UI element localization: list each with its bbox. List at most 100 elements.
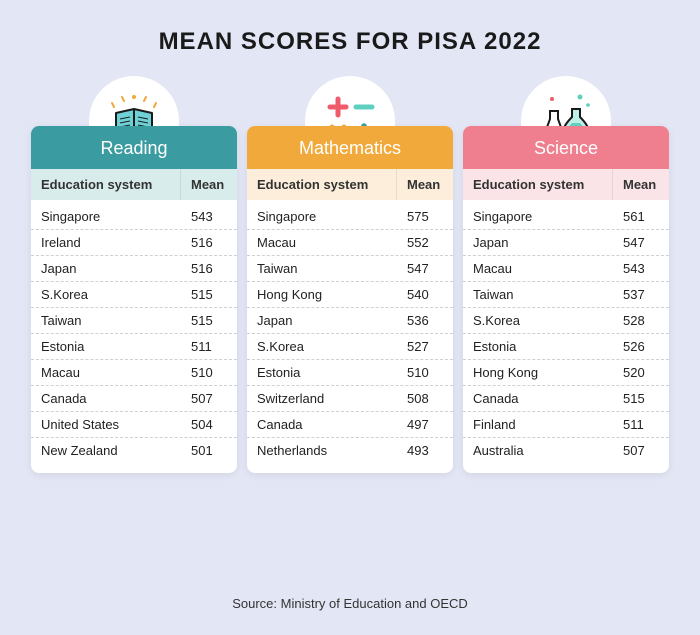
column-mean-label: Mean [613,169,669,200]
table-row: Japan536 [247,307,453,333]
column-system-label: Education system [247,169,397,200]
cell-system: Japan [463,230,613,255]
cell-mean: 527 [397,334,453,359]
table-row: Macau552 [247,229,453,255]
cell-system: Hong Kong [463,360,613,385]
cell-mean: 493 [397,438,453,463]
table-row: Taiwan547 [247,255,453,281]
cell-system: S.Korea [31,282,181,307]
cell-system: Taiwan [31,308,181,333]
cell-system: Netherlands [247,438,397,463]
table-row: S.Korea515 [31,281,237,307]
table-row: Finland511 [463,411,669,437]
panel-header-science: Science [463,126,669,169]
cell-mean: 510 [181,360,237,385]
table-row: Singapore575 [247,204,453,229]
cell-system: Estonia [463,334,613,359]
cell-mean: 510 [397,360,453,385]
column-system-label: Education system [463,169,613,200]
column-mean-label: Mean [397,169,453,200]
cell-mean: 543 [181,204,237,229]
table-row: Japan547 [463,229,669,255]
table-row: Macau510 [31,359,237,385]
cell-system: S.Korea [463,308,613,333]
cell-system: Singapore [463,204,613,229]
table-row: Ireland516 [31,229,237,255]
table-row: Estonia526 [463,333,669,359]
cell-system: New Zealand [31,438,181,463]
cell-mean: 537 [613,282,669,307]
cell-system: Estonia [31,334,181,359]
table-row: Singapore561 [463,204,669,229]
page-title: MEAN SCORES FOR PISA 2022 [0,0,700,56]
table-row: Australia507 [463,437,669,463]
cell-system: Switzerland [247,386,397,411]
cell-mean: 504 [181,412,237,437]
cell-system: Australia [463,438,613,463]
table-row: S.Korea527 [247,333,453,359]
cell-system: Macau [31,360,181,385]
cell-system: United States [31,412,181,437]
cell-mean: 501 [181,438,237,463]
cell-system: Japan [247,308,397,333]
cell-system: Macau [463,256,613,281]
panel-header-mathematics: Mathematics [247,126,453,169]
cell-system: Singapore [31,204,181,229]
table-row: Singapore543 [31,204,237,229]
table-row: New Zealand501 [31,437,237,463]
cell-mean: 516 [181,230,237,255]
panel-mathematics: Mathematics Education system Mean Singap… [247,126,453,473]
table-row: Taiwan537 [463,281,669,307]
cell-system: Macau [247,230,397,255]
cell-mean: 515 [613,386,669,411]
table-row: Estonia510 [247,359,453,385]
cell-system: Taiwan [463,282,613,307]
cell-mean: 515 [181,308,237,333]
panel-reading: Reading Education system Mean Singapore5… [31,126,237,473]
table-row: Hong Kong540 [247,281,453,307]
cell-mean: 520 [613,360,669,385]
cell-system: Finland [463,412,613,437]
table-row: Hong Kong520 [463,359,669,385]
table-row: Switzerland508 [247,385,453,411]
rows-science: Singapore561Japan547Macau543Taiwan537S.K… [463,200,669,473]
cell-mean: 547 [397,256,453,281]
cell-mean: 552 [397,230,453,255]
column-system-label: Education system [31,169,181,200]
table-row: Japan516 [31,255,237,281]
cell-mean: 497 [397,412,453,437]
cell-mean: 543 [613,256,669,281]
cell-system: Canada [31,386,181,411]
cell-mean: 575 [397,204,453,229]
cell-mean: 507 [181,386,237,411]
cell-mean: 528 [613,308,669,333]
table-row: Taiwan515 [31,307,237,333]
rows-mathematics: Singapore575Macau552Taiwan547Hong Kong54… [247,200,453,473]
cell-mean: 561 [613,204,669,229]
cell-mean: 540 [397,282,453,307]
cell-system: Japan [31,256,181,281]
cell-mean: 508 [397,386,453,411]
cell-mean: 511 [181,334,237,359]
cell-mean: 507 [613,438,669,463]
cell-system: Singapore [247,204,397,229]
cell-system: Canada [463,386,613,411]
rows-reading: Singapore543Ireland516Japan516S.Korea515… [31,200,237,473]
cell-mean: 526 [613,334,669,359]
table-row: Canada515 [463,385,669,411]
table-row: Netherlands493 [247,437,453,463]
panel-header-reading: Reading [31,126,237,169]
cell-system: Taiwan [247,256,397,281]
table-row: Canada497 [247,411,453,437]
cell-mean: 515 [181,282,237,307]
table-row: Canada507 [31,385,237,411]
column-headers: Education system Mean [31,169,237,200]
column-headers: Education system Mean [247,169,453,200]
cell-mean: 511 [613,412,669,437]
column-mean-label: Mean [181,169,237,200]
cell-mean: 516 [181,256,237,281]
panel-science: Science Education system Mean Singapore5… [463,126,669,473]
column-headers: Education system Mean [463,169,669,200]
panels-container: Reading Education system Mean Singapore5… [0,126,700,473]
source-text: Source: Ministry of Education and OECD [0,596,700,611]
